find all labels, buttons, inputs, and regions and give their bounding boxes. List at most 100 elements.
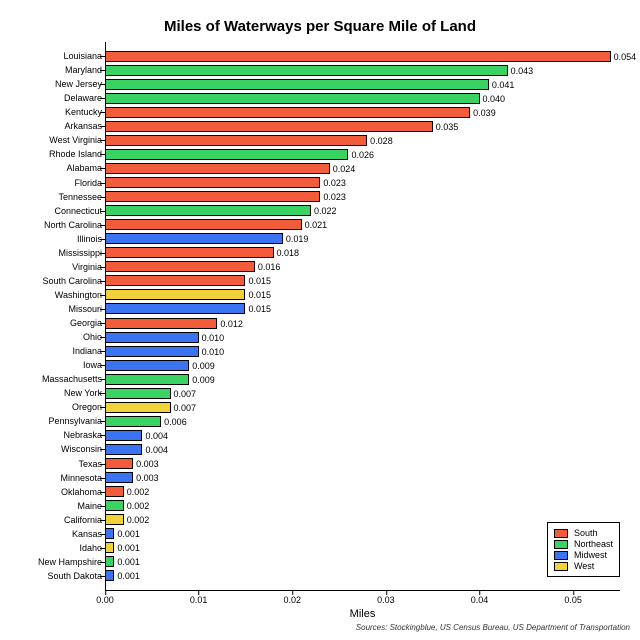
- y-tick-line: [100, 197, 105, 198]
- bar: 0.007: [105, 388, 171, 399]
- bar-row: Oklahoma0.002: [105, 485, 620, 499]
- bar: 0.010: [105, 346, 199, 357]
- bar-row: South Dakota0.001: [105, 569, 620, 583]
- y-tick-line: [100, 225, 105, 226]
- bar-row: South Carolina0.015: [105, 274, 620, 288]
- bar-row: Delaware0.040: [105, 91, 620, 105]
- bar-row: Virginia0.016: [105, 260, 620, 274]
- bar: 0.039: [105, 107, 470, 118]
- state-label: New Hampshire: [38, 557, 102, 567]
- bar: 0.003: [105, 458, 133, 469]
- bar-row: Maine0.002: [105, 499, 620, 513]
- value-label: 0.002: [127, 515, 150, 525]
- x-tick-line: [105, 590, 106, 595]
- value-label: 0.001: [117, 529, 140, 539]
- y-tick-line: [100, 70, 105, 71]
- bar-row: Wisconsin0.004: [105, 442, 620, 456]
- y-tick-line: [100, 253, 105, 254]
- bar-row: Oregon0.007: [105, 400, 620, 414]
- state-label: New Jersey: [55, 79, 102, 89]
- state-label: West Virginia: [49, 135, 102, 145]
- bar: 0.035: [105, 121, 433, 132]
- x-tick-line: [386, 590, 387, 595]
- state-label: Minnesota: [60, 473, 102, 483]
- state-label: Idaho: [79, 543, 102, 553]
- value-label: 0.003: [136, 473, 159, 483]
- x-tick: 0.04: [471, 595, 489, 605]
- y-tick-line: [100, 295, 105, 296]
- bar-row: New York0.007: [105, 386, 620, 400]
- y-tick-line: [100, 98, 105, 99]
- value-label: 0.026: [351, 150, 374, 160]
- y-tick-line: [100, 351, 105, 352]
- bar: 0.012: [105, 318, 217, 329]
- bar-row: Indiana0.010: [105, 344, 620, 358]
- x-tick: 0.02: [284, 595, 302, 605]
- bar-row: Georgia0.012: [105, 316, 620, 330]
- state-label: Rhode Island: [49, 149, 102, 159]
- bar: 0.028: [105, 135, 367, 146]
- state-label: Texas: [78, 459, 102, 469]
- value-label: 0.023: [323, 192, 346, 202]
- plot-area: Louisiana0.054Maryland0.043New Jersey0.0…: [105, 42, 620, 590]
- y-tick-line: [100, 576, 105, 577]
- bar-row: Nebraska0.004: [105, 428, 620, 442]
- value-label: 0.028: [370, 136, 393, 146]
- value-label: 0.054: [614, 52, 637, 62]
- value-label: 0.009: [192, 361, 215, 371]
- y-tick-line: [100, 281, 105, 282]
- bar: 0.024: [105, 163, 330, 174]
- value-label: 0.002: [127, 487, 150, 497]
- value-label: 0.035: [436, 122, 459, 132]
- value-label: 0.024: [333, 164, 356, 174]
- value-label: 0.010: [202, 347, 225, 357]
- state-label: Nebraska: [63, 430, 102, 440]
- bar-row: California0.002: [105, 513, 620, 527]
- state-label: Oregon: [72, 402, 102, 412]
- state-label: Louisiana: [63, 51, 102, 61]
- bar: 0.015: [105, 289, 245, 300]
- bar-row: New Jersey0.041: [105, 77, 620, 91]
- bar-row: Massachusetts0.009: [105, 372, 620, 386]
- legend: SouthNortheastMidwestWest: [547, 522, 620, 577]
- state-label: Virginia: [72, 262, 102, 272]
- bar-row: Idaho0.001: [105, 541, 620, 555]
- legend-swatch: [554, 529, 568, 538]
- legend-label: Northeast: [574, 539, 613, 549]
- state-label: Tennessee: [58, 192, 102, 202]
- legend-item: South: [554, 528, 613, 538]
- bar-row: Pennsylvania0.006: [105, 414, 620, 428]
- bar: 0.040: [105, 93, 480, 104]
- bar: 0.001: [105, 570, 114, 581]
- bar-row: Missouri0.015: [105, 302, 620, 316]
- bar-row: Illinois0.019: [105, 232, 620, 246]
- y-tick-line: [100, 267, 105, 268]
- bar: 0.054: [105, 51, 611, 62]
- x-axis-line: [105, 590, 620, 591]
- bar-row: Mississippi0.018: [105, 246, 620, 260]
- state-label: Indiana: [72, 346, 102, 356]
- state-label: Maine: [77, 501, 102, 511]
- value-label: 0.018: [277, 248, 300, 258]
- y-tick-line: [100, 183, 105, 184]
- y-tick-line: [100, 239, 105, 240]
- legend-swatch: [554, 551, 568, 560]
- value-label: 0.006: [164, 417, 187, 427]
- y-tick-line: [100, 84, 105, 85]
- y-tick-line: [100, 506, 105, 507]
- y-tick-line: [100, 168, 105, 169]
- y-tick-line: [100, 478, 105, 479]
- value-label: 0.007: [174, 389, 197, 399]
- y-tick-line: [100, 323, 105, 324]
- y-tick-line: [100, 421, 105, 422]
- bar-row: Minnesota0.003: [105, 471, 620, 485]
- legend-item: Northeast: [554, 539, 613, 549]
- y-tick-line: [100, 548, 105, 549]
- legend-item: Midwest: [554, 550, 613, 560]
- state-label: Connecticut: [54, 206, 102, 216]
- bar: 0.023: [105, 177, 320, 188]
- value-label: 0.001: [117, 571, 140, 581]
- value-label: 0.043: [511, 66, 534, 76]
- y-tick-line: [100, 562, 105, 563]
- value-label: 0.002: [127, 501, 150, 511]
